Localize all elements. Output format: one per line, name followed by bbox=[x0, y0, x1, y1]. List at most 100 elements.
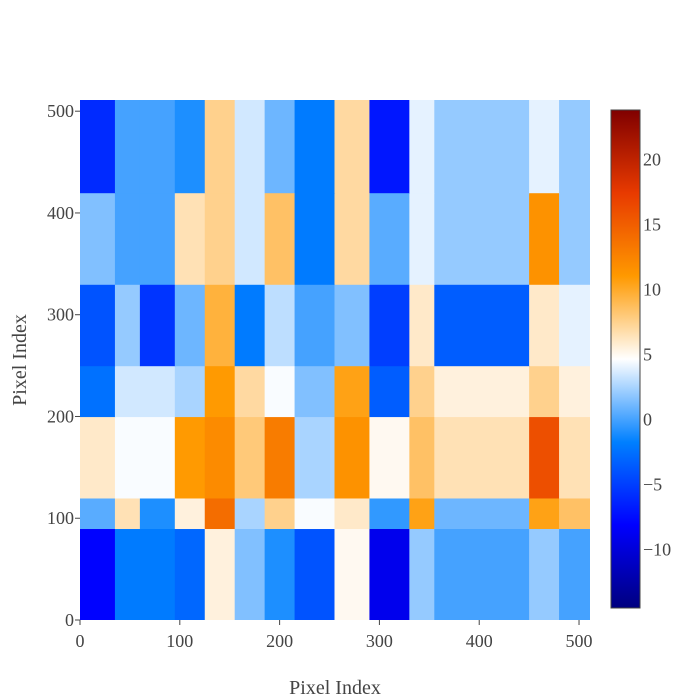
heatmap-cell bbox=[409, 192, 435, 285]
heatmap-cell bbox=[369, 192, 410, 285]
heatmap-cell bbox=[294, 284, 336, 367]
heatmap-cell bbox=[264, 284, 296, 367]
heatmap-cell bbox=[204, 100, 236, 194]
heatmap-cell bbox=[234, 100, 266, 194]
heatmap-cell bbox=[369, 416, 410, 499]
x-tick-label: 400 bbox=[466, 631, 493, 651]
heatmap-cell bbox=[409, 365, 435, 418]
heatmap-cell bbox=[80, 100, 116, 194]
x-tick-label: 100 bbox=[166, 631, 193, 651]
heatmap-cell bbox=[369, 284, 410, 367]
heatmap-cell bbox=[114, 100, 141, 194]
heatmap-cell bbox=[559, 416, 590, 499]
heatmap-cell bbox=[234, 192, 266, 285]
x-tick-label: 300 bbox=[366, 631, 393, 651]
heatmap-cell bbox=[334, 528, 371, 620]
colorbar-tick-label: −5 bbox=[643, 474, 662, 494]
y-tick-label: 300 bbox=[47, 305, 74, 325]
heatmap-cell bbox=[80, 416, 116, 499]
heatmap-cell bbox=[529, 100, 560, 194]
y-axis-title: Pixel Index bbox=[9, 314, 31, 406]
heatmap-cell bbox=[174, 365, 206, 418]
y-tick-label: 100 bbox=[47, 508, 74, 528]
heatmap-cell bbox=[334, 100, 371, 194]
y-tick-label: 200 bbox=[47, 406, 74, 426]
heatmap-cell bbox=[174, 284, 206, 367]
heatmap-cell bbox=[294, 416, 336, 499]
heatmap-cell bbox=[174, 416, 206, 499]
heatmap-cell bbox=[264, 416, 296, 499]
colorbar-tick-label: 0 bbox=[643, 409, 652, 429]
plot-area bbox=[80, 100, 590, 620]
heatmap-cell bbox=[409, 100, 435, 194]
y-axis: 0 100 200 300 400 500 bbox=[47, 101, 80, 630]
heatmap-cell bbox=[234, 284, 266, 367]
heatmap-cell bbox=[174, 192, 206, 285]
heatmap-cell bbox=[529, 365, 560, 418]
heatmap-cell bbox=[434, 497, 530, 530]
heatmap-cell bbox=[114, 365, 141, 418]
heatmap-cell bbox=[114, 528, 141, 620]
y-tick-label: 500 bbox=[47, 101, 74, 121]
heatmap-cell bbox=[334, 365, 371, 418]
heatmap-cell bbox=[264, 100, 296, 194]
heatmap-cell bbox=[409, 497, 435, 530]
heatmap-cell bbox=[559, 497, 590, 530]
heatmap-cell bbox=[114, 497, 141, 530]
heatmap-cell bbox=[294, 365, 336, 418]
heatmap-cell bbox=[409, 416, 435, 499]
heatmap-cell bbox=[369, 528, 410, 620]
heatmap-cell bbox=[434, 365, 530, 418]
heatmap-cell bbox=[204, 416, 236, 499]
heatmap-cells bbox=[80, 100, 590, 620]
heatmap-cell bbox=[204, 528, 236, 620]
heatmap-cell bbox=[409, 528, 435, 620]
heatmap-cell bbox=[204, 192, 236, 285]
y-tick-label: 400 bbox=[47, 203, 74, 223]
heatmap-cell bbox=[529, 528, 560, 620]
heatmap-cell bbox=[174, 497, 206, 530]
colorbar-tick-label: 10 bbox=[643, 279, 661, 299]
x-axis-title: Pixel Index bbox=[289, 677, 381, 699]
heatmap-cell bbox=[204, 497, 236, 530]
heatmap-cell bbox=[234, 528, 266, 620]
heatmap-cell bbox=[114, 192, 141, 285]
colorbar-tick-label: −10 bbox=[643, 539, 671, 559]
heatmap-cell bbox=[559, 284, 590, 367]
heatmap-cell bbox=[529, 284, 560, 367]
heatmap-cell bbox=[434, 100, 530, 194]
heatmap-cell bbox=[264, 497, 296, 530]
heatmap-cell bbox=[139, 284, 176, 367]
heatmap-cell bbox=[234, 497, 266, 530]
colorbar-tick-label: 15 bbox=[643, 214, 661, 234]
heatmap-cell bbox=[434, 528, 530, 620]
heatmap-cell bbox=[334, 192, 371, 285]
heatmap-cell bbox=[204, 284, 236, 367]
heatmap-cell bbox=[234, 416, 266, 499]
heatmap-cell bbox=[139, 528, 176, 620]
x-tick-label: 0 bbox=[76, 631, 85, 651]
heatmap-cell bbox=[559, 192, 590, 285]
heatmap-cell bbox=[174, 528, 206, 620]
heatmap-cell bbox=[80, 497, 116, 530]
heatmap-cell bbox=[139, 416, 176, 499]
heatmap-cell bbox=[434, 416, 530, 499]
heatmap-cell bbox=[139, 192, 176, 285]
heatmap-cell bbox=[369, 497, 410, 530]
heatmap-cell bbox=[114, 416, 141, 499]
heatmap-cell bbox=[139, 497, 176, 530]
heatmap-cell bbox=[80, 284, 116, 367]
x-axis: 0 100 200 300 400 500 bbox=[76, 620, 593, 651]
colorbar-tick-label: 20 bbox=[643, 149, 661, 169]
heatmap-cell bbox=[264, 192, 296, 285]
heatmap-cell bbox=[434, 284, 530, 367]
heatmap-cell bbox=[529, 416, 560, 499]
heatmap-cell bbox=[234, 365, 266, 418]
heatmap-cell bbox=[139, 100, 176, 194]
heatmap-cell bbox=[434, 192, 530, 285]
heatmap-cell bbox=[559, 365, 590, 418]
heatmap-cell bbox=[264, 528, 296, 620]
heatmap-cell bbox=[114, 284, 141, 367]
heatmap-cell bbox=[369, 100, 410, 194]
